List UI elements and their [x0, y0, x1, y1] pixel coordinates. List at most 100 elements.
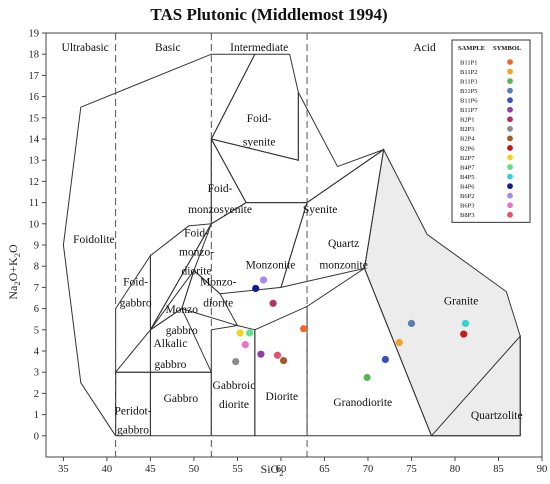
y-axis-label-part-4: 2 [12, 253, 22, 257]
legend-symbol-b4p5 [507, 173, 513, 180]
legend-label-b4p6: B4P6 [460, 183, 475, 190]
x-tick-label: 35 [58, 464, 69, 475]
y-axis-label: Na2O+K2O [6, 244, 22, 300]
granite-field-fill [364, 149, 521, 436]
point-b6p3 [241, 341, 249, 349]
field-label: Monzo- [200, 276, 237, 288]
legend-label-b11p1: B11P1 [460, 59, 477, 66]
x-axis-label-sub: 2 [279, 468, 283, 478]
legend-label-b11p3: B11P3 [460, 78, 477, 85]
field-label: monzosyenite [188, 204, 252, 216]
data-points [232, 276, 470, 382]
y-axis-label-part-1: Na [6, 285, 20, 300]
field-label: Granite [444, 295, 478, 307]
granite-shading [364, 149, 521, 436]
legend-symbol-b2p6 [507, 145, 513, 151]
legend-symbol-b11p1 [507, 59, 513, 65]
chart-title: TAS Plutonic (Middlemost 1994) [150, 5, 387, 24]
legend-header-symbol: SYMBOL [493, 45, 522, 52]
field-diorite [254, 305, 308, 437]
x-tick-label: 65 [319, 464, 330, 475]
field-syenite [210, 92, 384, 204]
y-tick-label: 14 [29, 135, 40, 146]
band-label-basic: Basic [155, 42, 181, 54]
band-label-ultrabasic: Ultrabasic [62, 42, 109, 54]
field-label: Gabbroic [213, 380, 256, 392]
field-label: diorite [219, 399, 249, 411]
y-tick-label: 7 [34, 283, 39, 294]
legend-box [451, 39, 531, 223]
field-label: diorite [182, 266, 212, 278]
field-label: gabbro [120, 297, 152, 309]
legend-symbol-b2p4 [507, 135, 513, 142]
x-tick-label: 50 [189, 464, 200, 475]
field-label: monzo- [179, 247, 214, 259]
field-label: monzonite [319, 259, 368, 271]
y-tick-label: 12 [29, 177, 40, 188]
field-label: gabbro [166, 325, 198, 337]
legend-label-b2p3: B2P3 [460, 126, 474, 133]
field-label: Diorite [266, 391, 299, 403]
legend-symbol-b6p2 [507, 192, 513, 199]
field-foid-gabbro [115, 253, 151, 373]
y-axis-label-part-2: 2 [12, 281, 22, 285]
field-label: Foidolite [73, 234, 115, 246]
point-b2p4 [279, 356, 288, 365]
y-tick-label: 6 [34, 304, 39, 315]
y-tick-label: 3 [34, 368, 39, 379]
point-b8p3 [273, 351, 282, 359]
legend-label-b6p3: B6P3 [460, 203, 474, 210]
legend-label-b11p6: B11P6 [460, 98, 478, 105]
y-tick-label: 18 [29, 50, 40, 61]
legend-symbol-b4p7 [507, 164, 513, 170]
y-tick-label: 19 [29, 29, 40, 40]
field-label: Gabbro [164, 393, 199, 405]
x-tick-label: 60 [276, 464, 287, 475]
point-b11p6 [381, 355, 389, 364]
x-axis-label: SiO2 [261, 462, 284, 478]
band-label-intermediate: Intermediate [230, 42, 288, 54]
band-label-acid: Acid [413, 42, 436, 54]
field-label: Quartzolite [471, 410, 523, 422]
field-peridot-gabbro [115, 371, 151, 437]
legend-label-b8p3: B8P3 [460, 212, 474, 219]
point-b11p3 [363, 373, 371, 382]
field-label: Foid- [208, 183, 233, 195]
field-label: Monzo [165, 304, 198, 316]
legend-label-b2p6: B2P6 [460, 145, 475, 152]
point-b2p3 [232, 358, 240, 366]
legend-label-b6p2: B6P2 [460, 193, 474, 200]
field-label: Foid- [247, 113, 272, 125]
legend-symbol-b2p3 [507, 125, 513, 132]
legend-label-b11p7: B11P7 [460, 107, 478, 114]
field-label: Alkalic [154, 338, 188, 350]
point-b6p2 [259, 276, 268, 284]
legend-symbol-b11p2 [507, 68, 513, 75]
x-tick-label: 70 [363, 464, 374, 475]
x-tick-label: 80 [450, 464, 461, 475]
y-tick-label: 9 [34, 241, 39, 252]
point-b2p7 [236, 329, 244, 337]
legend-label-b2p4: B2P4 [460, 136, 475, 143]
y-tick-label: 0 [34, 431, 39, 442]
point-b4p5 [461, 319, 470, 328]
x-tick-label: 75 [406, 464, 417, 475]
legend-label-b2p1: B2P1 [460, 117, 474, 124]
x-axis-ticks: 35 40 45 50 55 60 65 70 75 80 85 90 [58, 457, 547, 475]
field-labels: Foidolite Foid-syenite Foid-monzosyenite Sy… [73, 113, 523, 437]
y-tick-label: 4 [34, 347, 40, 358]
legend-symbol-b11p3 [507, 78, 513, 84]
legend-symbol-b6p3 [507, 202, 513, 209]
y-tick-label: 10 [29, 219, 40, 230]
y-tick-label: 15 [29, 113, 40, 124]
point-b2p1 [269, 299, 277, 307]
y-tick-label: 1 [34, 410, 39, 421]
rock-fields [62, 53, 521, 437]
y-axis-label-part-3: O+K [6, 257, 20, 281]
field-label: Granodiorite [333, 397, 392, 409]
legend-symbol-b11p5 [507, 87, 513, 94]
legend: SAMPLE SYMBOL B11P1 B11P2 B11P3 B11P5 B11P6 B11… [451, 39, 531, 223]
legend-label-b2p7: B2P7 [460, 155, 475, 162]
